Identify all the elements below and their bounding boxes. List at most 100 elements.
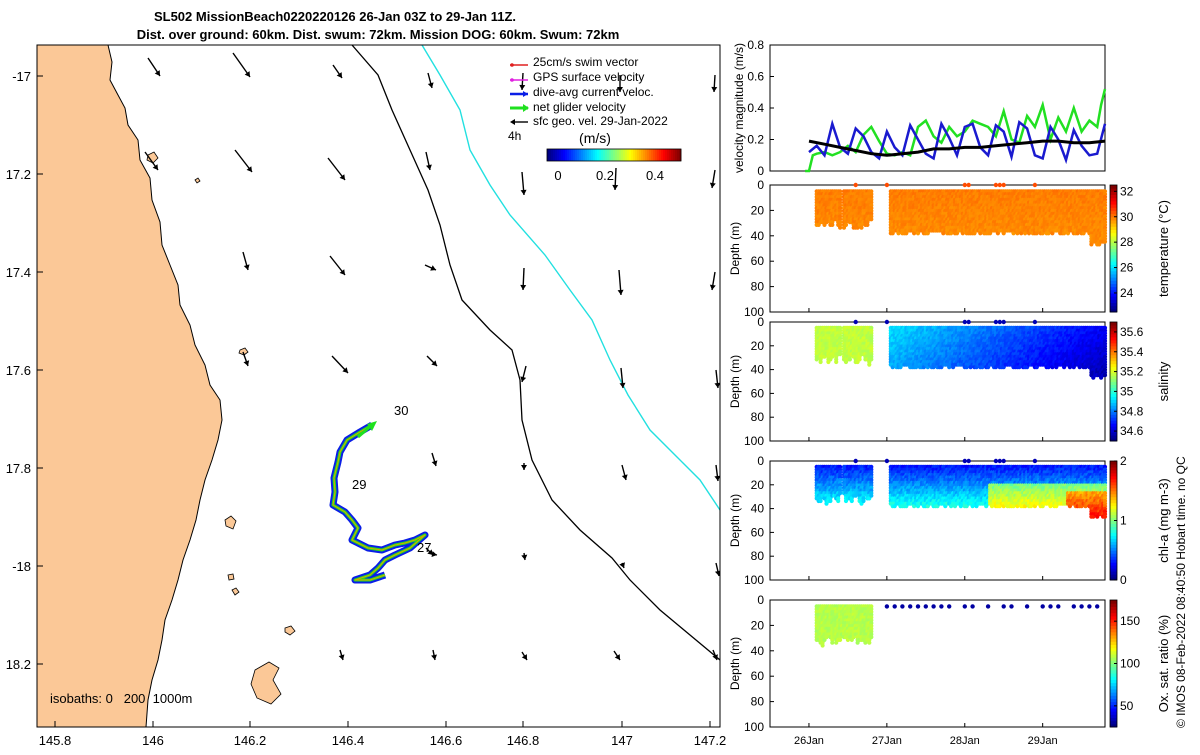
legend-colorbar-cell xyxy=(621,149,623,161)
section-colorbar-tick-label: 34.6 xyxy=(1120,424,1144,438)
surface-sample-point xyxy=(963,183,967,187)
section-sample-point xyxy=(830,223,834,227)
legend-colorbar-cell xyxy=(565,149,567,161)
section-ytick-label: 80 xyxy=(751,410,765,424)
island xyxy=(228,574,234,580)
legend-colorbar-cell xyxy=(581,149,583,161)
legend-colorbar-cell xyxy=(583,149,585,161)
surface-sample-point xyxy=(1002,320,1006,324)
legend-colorbar-cell xyxy=(669,149,671,161)
section-ytick-label: 40 xyxy=(751,229,765,243)
section-colorbar-cell xyxy=(1110,358,1117,362)
legend-item-net: net glider velocity xyxy=(533,100,626,114)
section-colorbar-cell xyxy=(1110,252,1117,256)
section-colorbar-cell xyxy=(1110,361,1117,365)
legend-colorbar-cell xyxy=(549,149,551,161)
legend-colorbar-cell xyxy=(677,149,679,161)
section-colorbar-cell xyxy=(1110,340,1117,344)
legend-colorbar-cell xyxy=(643,149,645,161)
section-ytick-label: 20 xyxy=(751,203,765,217)
section-ylabel: Depth (m) xyxy=(728,222,742,275)
section-sample-point xyxy=(865,223,869,227)
section-ytick-label: 80 xyxy=(751,280,765,294)
section-colorbar-tick-label: 35.2 xyxy=(1120,365,1144,379)
legend-time-step: 4h xyxy=(508,129,521,143)
section-colorbar-cell xyxy=(1110,337,1117,341)
legend-colorbar-cell xyxy=(663,149,665,161)
surface-sample-point xyxy=(885,183,889,187)
section-colorbar-cell xyxy=(1110,382,1117,386)
section-ytick-label: 20 xyxy=(751,339,765,353)
section-colorbar-tick-label: 35 xyxy=(1120,384,1134,398)
legend-colorbar-cell xyxy=(625,149,627,161)
section-colorbar-cell xyxy=(1110,287,1117,291)
legend-colorbar-cell xyxy=(569,149,571,161)
velocity-ytick-label: 0 xyxy=(757,164,764,178)
legend-colorbar-cell xyxy=(577,149,579,161)
legend-colorbar-cell xyxy=(651,149,653,161)
section-colorbar-cell xyxy=(1110,399,1117,403)
day-label-30: 30 xyxy=(394,403,408,418)
legend-colorbar-cell xyxy=(631,149,633,161)
section-colorbar-cell xyxy=(1110,367,1117,371)
section-colorbar-cell xyxy=(1110,373,1117,377)
section-sample-point xyxy=(836,499,840,503)
isobaths-label: isobaths: 0 200 1000m xyxy=(50,691,192,706)
legend-colorbar-cell xyxy=(637,149,639,161)
legend-colorbar-cell xyxy=(653,149,655,161)
map-xtick-label: 146.4 xyxy=(332,733,365,748)
section-colorbar-tick-label: 24 xyxy=(1120,286,1134,300)
legend-colorbar-cell xyxy=(573,149,575,161)
surface-sample-point xyxy=(1033,320,1037,324)
legend-colorbar-cell xyxy=(639,149,641,161)
surface-sample-point xyxy=(967,320,971,324)
section-sample-point xyxy=(828,499,832,503)
section-colorbar-cell xyxy=(1110,185,1117,189)
map-ytick-label: 18.2 xyxy=(6,657,31,672)
legend-colorbar-cell xyxy=(633,149,635,161)
map-xtick-label: 146.2 xyxy=(234,733,267,748)
section-colorbar-cell xyxy=(1110,325,1117,329)
legend-item-current: dive-avg current veloc. xyxy=(533,85,654,99)
section-sample-point xyxy=(1103,373,1107,377)
section-colorbar-tick-label: 26 xyxy=(1120,261,1134,275)
section-colorbar-cell xyxy=(1110,385,1117,389)
velocity-ytick-label: 0.6 xyxy=(747,70,764,84)
figure-title-line2: Dist. over ground: 60km. Dist. swum: 72k… xyxy=(137,27,620,42)
figure-title-line1: SL502 MissionBeach0220220126 26-Jan 03Z … xyxy=(154,9,516,24)
section-sample-point xyxy=(848,357,852,361)
section-colorbar-cell xyxy=(1110,226,1117,230)
surface-sample-point xyxy=(854,183,858,187)
section-colorbar-cell xyxy=(1110,322,1117,326)
legend-colorbar-cell xyxy=(661,149,663,161)
legend-colorbar-cell xyxy=(635,149,637,161)
section-colorbar-cell xyxy=(1110,405,1117,409)
legend-colorbar-tick: 0.2 xyxy=(596,168,614,183)
section-sample-point xyxy=(844,223,848,227)
section-colorbar-cell xyxy=(1110,417,1117,421)
legend-colorbar-cell xyxy=(649,149,651,161)
section-colorbar-cell xyxy=(1110,210,1117,214)
section-colorbar-cell xyxy=(1110,376,1117,380)
section-ylabel: Depth (m) xyxy=(728,355,742,408)
legend-colorbar-cell xyxy=(571,149,573,161)
section-sample-point xyxy=(838,226,842,230)
section-colorbar-cell xyxy=(1110,242,1117,246)
section-colorbar-cell xyxy=(1110,296,1117,300)
velocity-ylabel: velocity magnitude (m/s) xyxy=(732,43,746,173)
surface-sample-point xyxy=(1033,183,1037,187)
section-colorbar-tick-label: 35.4 xyxy=(1120,345,1144,359)
legend-colorbar-cell xyxy=(613,149,615,161)
section-sample-point xyxy=(869,217,873,221)
legend-colorbar-cell xyxy=(657,149,659,161)
section-sample-point xyxy=(834,360,838,364)
section-colorbar-cell xyxy=(1110,261,1117,265)
map-ytick-label: -17 xyxy=(12,69,31,84)
legend-colorbar-cell xyxy=(641,149,643,161)
legend-colorbar-cell xyxy=(607,149,609,161)
legend-colorbar-cell xyxy=(645,149,647,161)
legend-units: (m/s) xyxy=(579,130,611,146)
section-sample-point xyxy=(859,226,863,230)
